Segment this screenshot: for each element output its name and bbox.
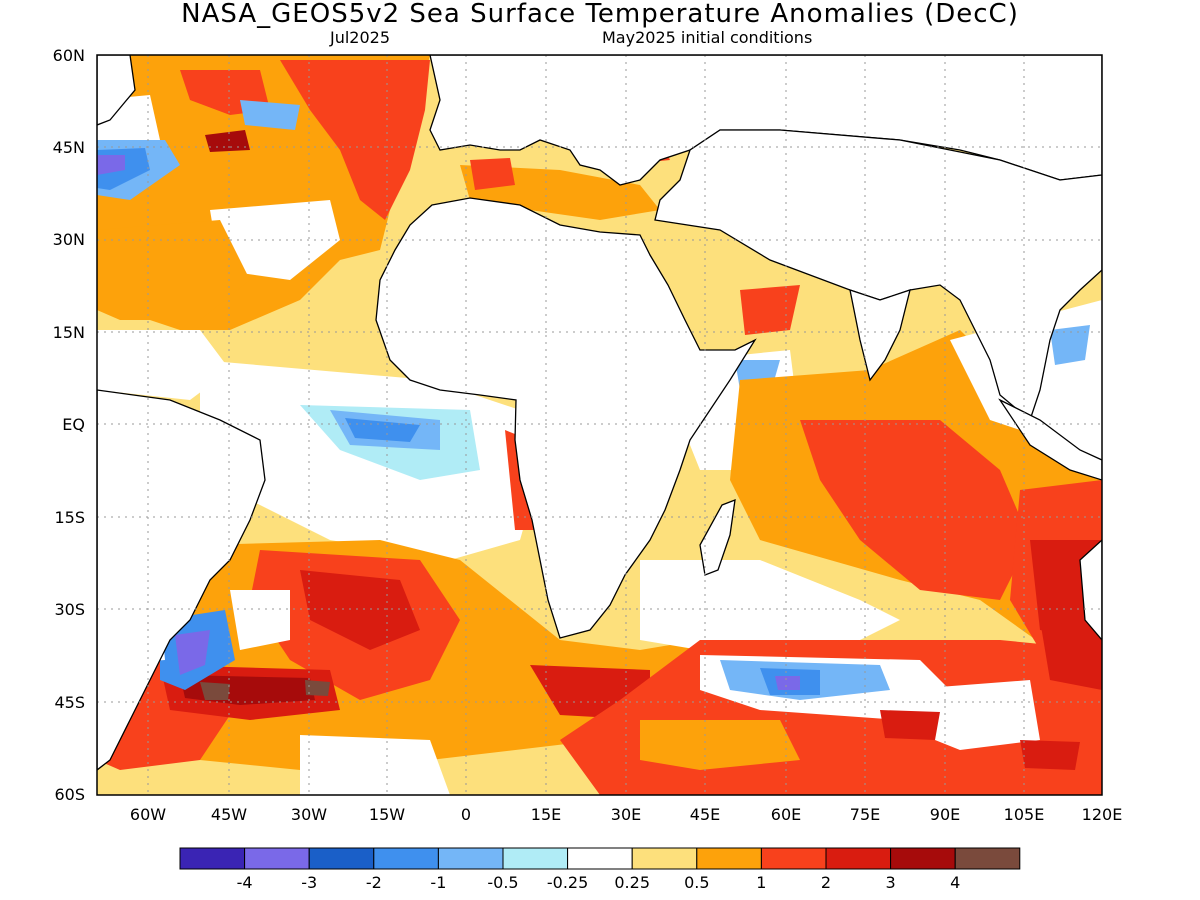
colorbar — [179, 847, 1021, 870]
anomaly-region — [97, 330, 230, 400]
colorbar-swatch — [179, 847, 246, 870]
lat-label: 30N — [53, 230, 85, 249]
colorbar-label: 0.25 — [614, 873, 650, 892]
anomaly-region — [97, 220, 250, 320]
lon-label: 30W — [291, 805, 327, 824]
lat-label: 45S — [54, 693, 85, 712]
colorbar-label: -0.5 — [487, 873, 518, 892]
lon-label: 75E — [850, 805, 880, 824]
lat-label: EQ — [62, 415, 85, 434]
colorbar-label: -4 — [237, 873, 253, 892]
anomaly-region — [1020, 740, 1080, 770]
colorbar-swatch — [308, 847, 375, 870]
anomaly-region — [740, 285, 800, 335]
anomaly-region — [240, 100, 300, 130]
madagascar-landmass — [699, 498, 736, 576]
lon-label: 90E — [930, 805, 960, 824]
lon-label: 60E — [771, 805, 801, 824]
map-title: NASA_GEOS5v2 Sea Surface Temperature Ano… — [181, 0, 1019, 29]
south-america-landmass — [97, 389, 266, 771]
colorbar-swatch — [567, 847, 633, 870]
colorbar-label: -3 — [301, 873, 317, 892]
colorbar-swatch — [890, 847, 956, 870]
colorbar-swatch — [373, 847, 439, 870]
forecast-month: Jul2025 — [330, 28, 391, 47]
colorbar-swatch — [696, 847, 762, 870]
anomaly-region — [880, 710, 940, 740]
lat-label: 45N — [53, 138, 85, 157]
africa-landmass — [375, 197, 757, 639]
anomaly-region — [775, 676, 800, 690]
colorbar-swatch — [825, 847, 892, 870]
anomaly-region — [300, 570, 420, 650]
lon-label: 45E — [690, 805, 720, 824]
colorbar-label: -0.25 — [547, 873, 588, 892]
colorbar-swatch — [954, 847, 1021, 870]
sumatra-landmass — [998, 398, 1102, 481]
lat-label: 15N — [53, 323, 85, 342]
colorbar-label: -1 — [430, 873, 446, 892]
lat-label: 60N — [53, 46, 85, 65]
anomaly-region — [280, 60, 430, 220]
colorbar-labels: -4 -3 -2 -1 -0.5 -0.25 0.25 0.5 1 2 3 4 — [237, 873, 961, 892]
anomaly-region — [300, 735, 450, 795]
colorbar-label: -2 — [366, 873, 382, 892]
colorbar-swatch — [631, 847, 698, 870]
anomaly-region — [97, 155, 125, 175]
anomaly-region — [210, 200, 340, 280]
land-masses — [97, 55, 1102, 771]
colorbar-label: 4 — [950, 873, 960, 892]
colorbar-swatch — [502, 847, 569, 870]
colorbar-label: 0.5 — [684, 873, 709, 892]
lon-label: 60W — [130, 805, 166, 824]
initial-conditions: May2025 initial conditions — [602, 28, 813, 47]
anomaly-region — [1050, 325, 1090, 365]
map-plot-area — [97, 55, 1102, 795]
anomaly-region — [800, 420, 1030, 600]
lon-label: 30E — [611, 805, 641, 824]
australia-landmass — [1079, 539, 1102, 642]
anomaly-region — [640, 560, 900, 650]
graticule — [97, 55, 1102, 795]
colorbar-label: 1 — [756, 873, 766, 892]
lat-label: 30S — [54, 600, 85, 619]
lon-label: 15E — [531, 805, 561, 824]
anomaly-region — [470, 158, 515, 190]
lon-label: 15W — [369, 805, 405, 824]
colorbar-swatch — [244, 847, 310, 870]
colorbar-label: 2 — [821, 873, 831, 892]
north-america-landmass — [97, 55, 136, 126]
lon-label: 0 — [461, 805, 471, 824]
colorbar-swatch — [760, 847, 827, 870]
lat-label: 60S — [54, 785, 85, 804]
lon-label: 105E — [1004, 805, 1045, 824]
lat-label: 15S — [54, 508, 85, 527]
anomaly-region — [230, 590, 290, 650]
anomaly-region — [175, 630, 210, 675]
anomaly-region — [305, 680, 330, 696]
anomaly-region — [200, 682, 230, 700]
colorbar-label: 3 — [886, 873, 896, 892]
anomaly-region — [1040, 620, 1102, 690]
colorbar-swatch — [437, 847, 504, 870]
anomaly-region — [640, 720, 800, 770]
lon-label: 120E — [1082, 805, 1123, 824]
map-frame — [96, 54, 1103, 796]
lon-label: 45W — [211, 805, 247, 824]
